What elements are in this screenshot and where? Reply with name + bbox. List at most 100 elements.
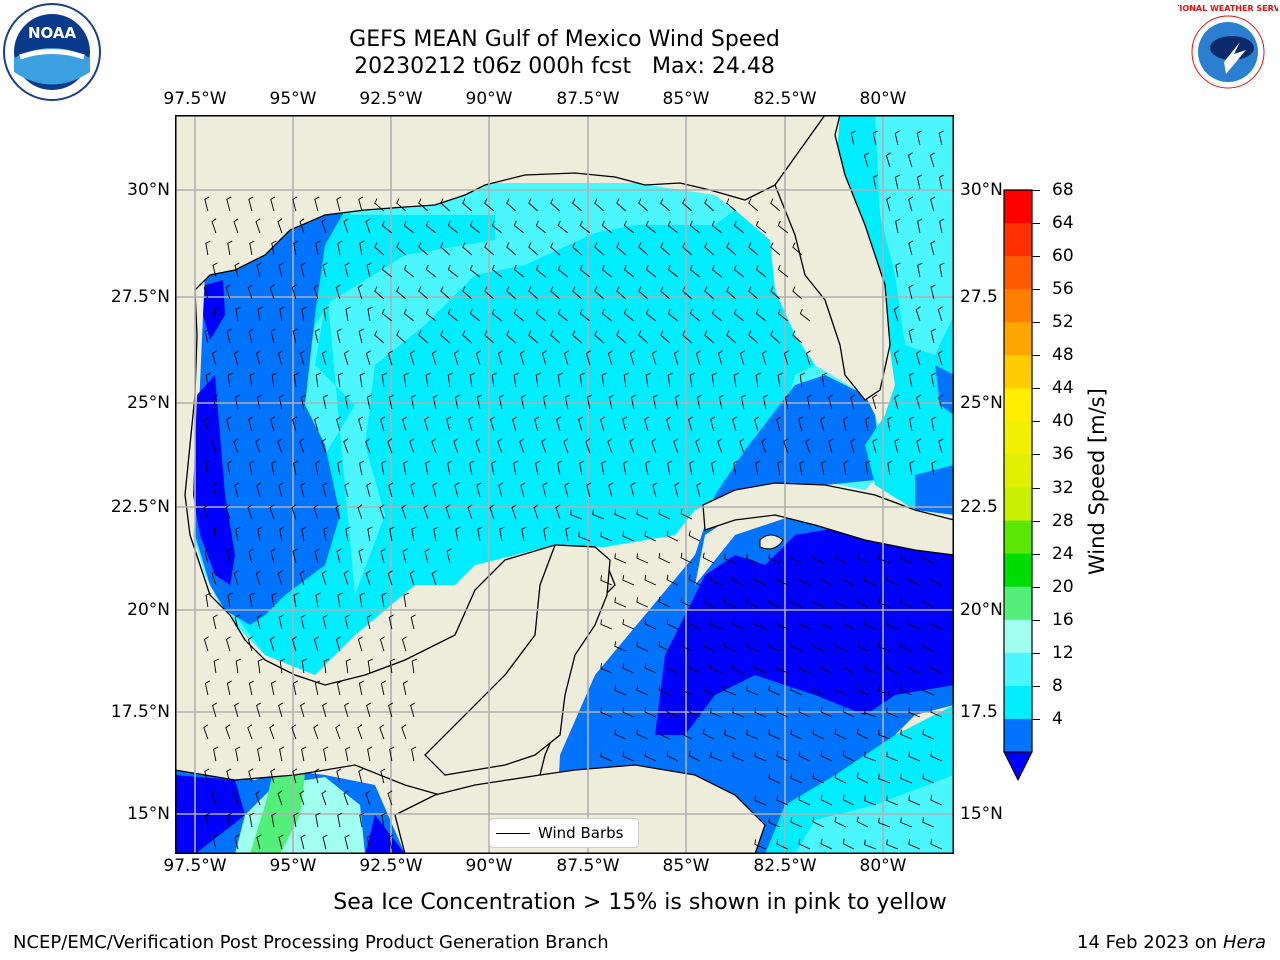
colorbar-tick [1032, 586, 1040, 588]
wind-barb [674, 482, 680, 498]
colorbar-level-label: 8 [1052, 675, 1063, 696]
wind-barb [748, 242, 759, 256]
wind-barb [336, 416, 342, 432]
map-frame [175, 115, 954, 854]
wind-barb [425, 372, 431, 388]
wind-barb [469, 460, 475, 476]
wind-barb [768, 729, 781, 740]
wind-barb [608, 394, 615, 410]
wind-barb [212, 702, 218, 718]
wind-barb [600, 619, 613, 630]
wind-barb [776, 751, 789, 762]
wind-barb [922, 641, 935, 652]
wind-barbs-legend: Wind Barbs [489, 818, 639, 848]
wind-barb [277, 570, 283, 586]
wind-barb [886, 707, 899, 718]
wind-barb [234, 614, 240, 630]
wind-barb [754, 619, 767, 630]
wind-barb [292, 548, 298, 564]
wind-barb [798, 794, 811, 806]
wind-barb [790, 553, 803, 564]
wind-barb [594, 286, 605, 300]
wind-barb [812, 772, 825, 784]
lon-label-bottom: 90°W [465, 856, 513, 876]
wind-barb [886, 751, 899, 762]
wind-barb [931, 416, 937, 432]
wind-barb [344, 262, 350, 278]
wind-barb [856, 640, 869, 652]
lat-label-right: 22.5 [960, 497, 998, 517]
wind-barb [321, 570, 327, 586]
wind-barb [322, 262, 328, 278]
wind-barb [938, 438, 944, 454]
wind-barb [806, 394, 813, 410]
wind-barb [908, 795, 921, 806]
wind-barb [379, 636, 385, 652]
wind-barb [506, 330, 517, 344]
wind-barb [931, 460, 937, 476]
wind-barb [666, 662, 679, 674]
wind-barb [358, 548, 364, 564]
wind-barb [358, 680, 365, 696]
wind-barb [930, 707, 943, 718]
wind-barb [321, 790, 327, 806]
wind-barb [798, 750, 811, 762]
wind-barb [469, 308, 481, 322]
wind-barb [431, 570, 437, 586]
wind-barb [359, 812, 365, 828]
wind-barb [475, 438, 481, 454]
wind-barb [865, 416, 871, 432]
wind-barb [358, 196, 364, 212]
wind-barb [834, 596, 847, 608]
wind-barb [579, 372, 585, 388]
wind-barb [850, 438, 856, 454]
wind-barb [226, 328, 232, 344]
wind-barb [878, 729, 891, 740]
wind-barb [550, 242, 561, 256]
wind-barb [227, 460, 233, 476]
wind-barb [557, 372, 563, 388]
wind-barb [688, 706, 701, 718]
wind-barb [908, 284, 914, 300]
chart-title-line2: 20230212 t06z 000h fcst Max: 24.48 [354, 54, 775, 79]
wind-barb [358, 416, 364, 432]
wind-barb [856, 728, 869, 740]
wind-barb [680, 640, 693, 652]
wind-barb [403, 264, 415, 278]
wind-barb [916, 438, 922, 454]
wind-barb [292, 416, 298, 432]
wind-barb [291, 636, 297, 652]
wind-barb [733, 308, 745, 322]
wind-barb [666, 618, 679, 630]
wind-barb [211, 218, 217, 234]
wind-barb [755, 264, 767, 278]
wind-barb [403, 592, 409, 608]
wind-barb [666, 574, 679, 586]
wind-barb [724, 597, 737, 608]
wind-barb [365, 790, 371, 806]
wind-barb [528, 286, 539, 300]
wind-barb [249, 812, 255, 828]
wind-barb [299, 790, 305, 806]
wind-barb [885, 152, 891, 168]
wind-barb [718, 394, 725, 410]
wind-barb [269, 724, 275, 740]
colorbar-under-extension [1003, 751, 1033, 782]
wind-barb [388, 614, 394, 630]
lon-label-bottom: 92.5°W [359, 856, 423, 876]
colorbar-frame [1003, 189, 1033, 753]
wind-barb [938, 174, 945, 190]
wind-barb [431, 438, 437, 454]
colorbar-segment [1004, 289, 1032, 323]
wind-barb [644, 750, 657, 762]
wind-barb [291, 724, 297, 740]
colorbar-segment [1004, 190, 1032, 224]
wind-barb [645, 220, 657, 234]
wind-barb [636, 685, 649, 696]
colorbar-level-label: 12 [1052, 642, 1074, 663]
colorbar-level-label: 48 [1052, 345, 1074, 366]
wind-barb [277, 350, 283, 366]
wind-barb [411, 526, 417, 542]
wind-barb [812, 596, 825, 608]
colorbar-segment [1004, 256, 1032, 290]
